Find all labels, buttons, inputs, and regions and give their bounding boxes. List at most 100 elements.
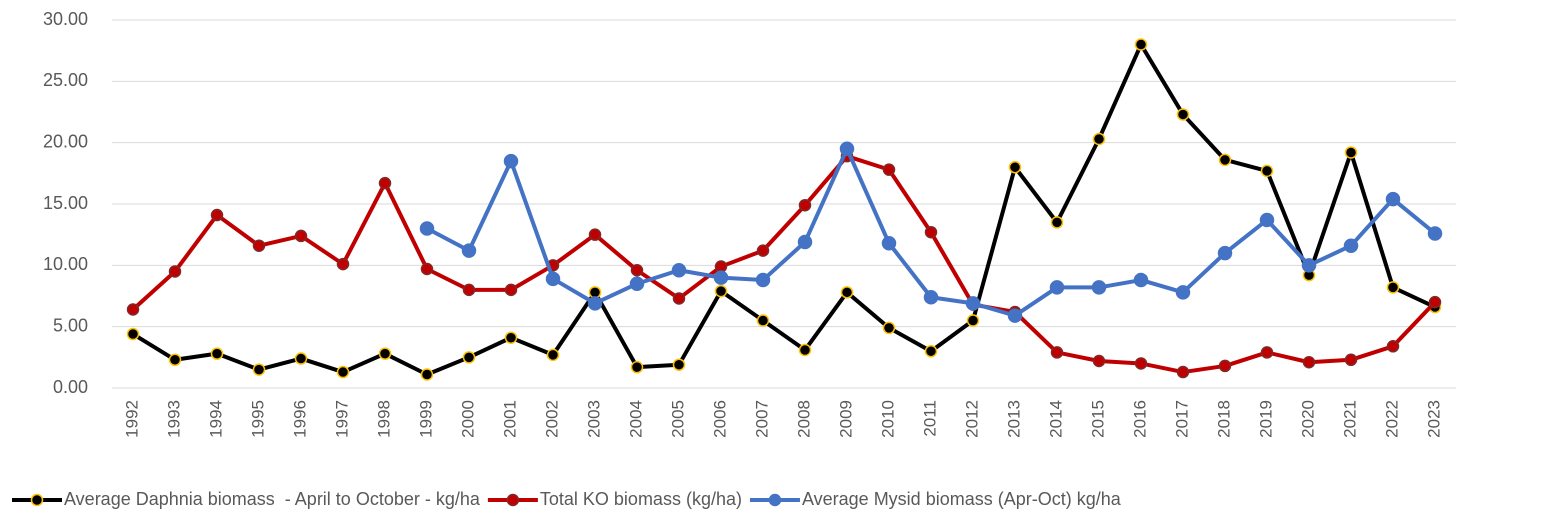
data-point <box>713 270 729 285</box>
data-point <box>168 353 182 367</box>
x-tick-label: 2009 <box>836 400 855 438</box>
x-tick-label: 1994 <box>206 400 225 438</box>
series-line <box>131 42 1436 377</box>
x-tick-label: 2019 <box>1256 400 1275 438</box>
data-point <box>1386 340 1400 353</box>
y-tick-label: 15.00 <box>43 193 88 213</box>
data-point <box>503 153 519 169</box>
data-point <box>797 234 813 250</box>
data-point <box>839 141 855 157</box>
data-point <box>420 262 434 276</box>
x-tick-label: 2013 <box>1004 400 1023 438</box>
x-tick-label: 2007 <box>752 400 771 438</box>
x-tick-label: 1998 <box>374 400 393 438</box>
legend-entry: Total KO biomass (kg/ha) <box>487 489 742 509</box>
data-point <box>126 303 140 316</box>
legend-marker <box>506 493 520 507</box>
data-point <box>1427 226 1443 241</box>
series <box>126 149 1442 379</box>
data-point <box>1091 280 1107 295</box>
data-point <box>671 262 687 278</box>
data-point <box>1176 365 1190 379</box>
data-point <box>923 289 939 305</box>
data-point <box>1301 258 1317 273</box>
x-tick-label: 2015 <box>1088 400 1107 438</box>
x-tick-label: 1997 <box>332 400 351 438</box>
data-point <box>1260 346 1274 359</box>
data-point <box>1133 272 1149 288</box>
data-point <box>672 358 686 371</box>
y-tick-label: 10.00 <box>43 254 88 274</box>
data-point <box>756 244 770 257</box>
data-point <box>336 257 350 271</box>
x-tick-label: 2008 <box>794 400 813 438</box>
data-point <box>1050 346 1064 359</box>
x-tick-label: 1995 <box>248 400 267 438</box>
data-point <box>1049 280 1065 295</box>
legend-marker <box>768 493 782 507</box>
x-tick-label: 2003 <box>584 400 603 438</box>
data-point <box>210 347 224 360</box>
data-point <box>1008 160 1022 174</box>
x-tick-label: 2011 <box>920 400 939 437</box>
data-point <box>504 331 518 344</box>
data-point <box>1092 354 1106 368</box>
data-point <box>1386 281 1400 294</box>
data-point <box>755 272 771 288</box>
data-point <box>294 352 308 365</box>
data-point <box>1218 153 1232 167</box>
data-point <box>1344 353 1358 367</box>
data-point <box>881 236 897 251</box>
data-point <box>798 198 812 212</box>
legend-label: Total KO biomass (kg/ha) <box>540 489 742 509</box>
data-point <box>461 243 477 258</box>
x-tick-label: 2005 <box>668 400 687 438</box>
data-point <box>504 283 518 297</box>
data-point <box>378 176 392 190</box>
x-tick-label: 1992 <box>122 400 141 438</box>
x-tick-label: 1996 <box>290 400 309 438</box>
data-point <box>420 368 434 381</box>
data-point <box>126 327 140 341</box>
data-point <box>1260 164 1274 178</box>
data-point <box>1217 245 1233 261</box>
x-tick-label: 1993 <box>164 400 183 438</box>
data-point <box>630 360 644 374</box>
x-tick-label: 2006 <box>710 400 729 438</box>
data-point <box>756 314 770 327</box>
data-point <box>672 292 686 305</box>
legend-marker <box>30 493 44 507</box>
data-point <box>1134 357 1148 370</box>
x-tick-label: 2017 <box>1172 400 1191 438</box>
data-point <box>1175 285 1191 300</box>
data-point <box>714 284 728 298</box>
x-tick-label: 2020 <box>1298 400 1317 438</box>
data-point <box>252 239 266 252</box>
data-point <box>1218 359 1232 373</box>
data-point <box>924 344 938 358</box>
series <box>419 141 1443 323</box>
data-point <box>546 348 560 362</box>
legend-label: Average Mysid biomass (Apr-Oct) kg/ha <box>802 489 1122 509</box>
data-point <box>588 228 602 241</box>
data-point <box>1302 355 1316 369</box>
x-tick-label: 2010 <box>878 400 897 438</box>
x-tick-label: 2014 <box>1046 400 1065 438</box>
y-tick-label: 20.00 <box>43 131 88 151</box>
x-tick-label: 2023 <box>1424 400 1443 438</box>
y-tick-label: 30.00 <box>43 9 88 29</box>
data-point <box>965 296 981 311</box>
legend-label: Average Daphnia biomass - April to Octob… <box>64 489 481 509</box>
data-point <box>630 263 644 277</box>
data-point <box>210 208 224 222</box>
data-point <box>252 363 266 376</box>
data-point <box>882 163 896 176</box>
data-point <box>882 321 896 335</box>
data-point <box>1428 295 1442 309</box>
x-tick-label: 2004 <box>626 400 645 438</box>
data-point <box>545 271 561 287</box>
data-point <box>798 343 812 357</box>
data-point <box>1343 238 1359 253</box>
data-point <box>1007 308 1023 323</box>
